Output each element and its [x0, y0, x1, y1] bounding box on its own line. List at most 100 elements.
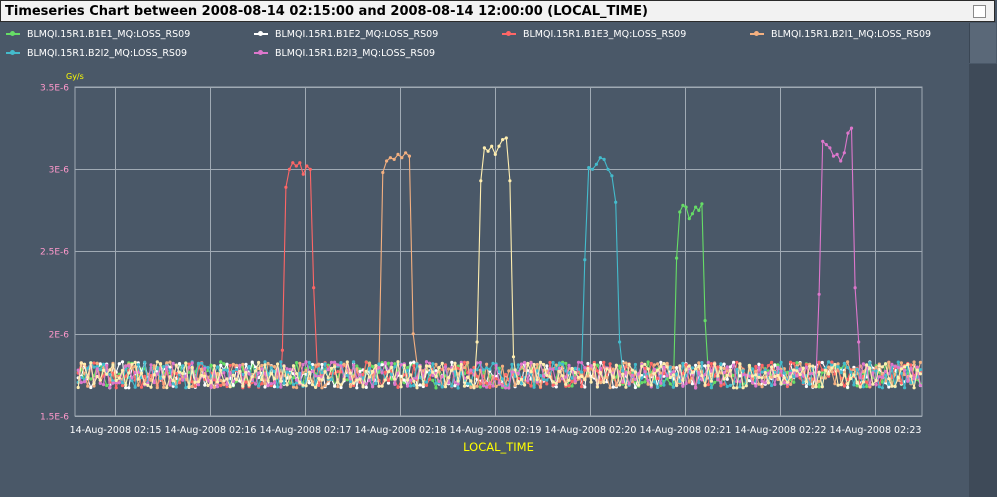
- data-point: [348, 377, 353, 381]
- data-point: [853, 286, 857, 290]
- data-point: [747, 363, 752, 368]
- data-point: [418, 365, 422, 369]
- data-point: [880, 386, 885, 390]
- data-point: [124, 386, 128, 390]
- data-point: [770, 360, 774, 364]
- data-point: [187, 362, 191, 366]
- data-point: [177, 362, 182, 366]
- data-point: [314, 363, 318, 367]
- data-point: [757, 366, 761, 370]
- data-point: [428, 371, 432, 375]
- data-point: [567, 363, 571, 367]
- data-point: [554, 367, 558, 371]
- legend-scrollbar[interactable]: [969, 23, 996, 63]
- data-point: [393, 377, 397, 381]
- data-point: [789, 382, 793, 386]
- data-point: [918, 372, 923, 376]
- data-point: [380, 363, 384, 367]
- data-point: [177, 381, 182, 385]
- data-point: [405, 378, 410, 382]
- data-point: [222, 379, 226, 383]
- data-point: [538, 385, 543, 389]
- data-point: [700, 202, 704, 206]
- data-point: [580, 361, 584, 365]
- data-point: [880, 372, 885, 376]
- data-point: [162, 375, 166, 379]
- data-point: [773, 374, 777, 379]
- data-point: [336, 363, 340, 367]
- data-point: [479, 179, 483, 183]
- data-point: [725, 384, 729, 389]
- data-point: [196, 380, 201, 384]
- data-point: [453, 384, 457, 388]
- data-point: [792, 361, 796, 366]
- data-point: [168, 368, 172, 372]
- data-point: [545, 364, 549, 368]
- data-point: [779, 369, 783, 373]
- data-point: [481, 384, 486, 388]
- data-point: [887, 360, 891, 364]
- data-point: [519, 377, 524, 381]
- data-point: [659, 381, 663, 385]
- data-point: [383, 378, 387, 382]
- data-point: [903, 386, 907, 390]
- data-point: [738, 374, 742, 378]
- data-point: [684, 205, 688, 209]
- data-point: [304, 384, 308, 388]
- data-point: [681, 378, 685, 382]
- data-point: [614, 363, 619, 367]
- data-point: [776, 373, 780, 378]
- data-point: [456, 366, 460, 370]
- data-point: [434, 369, 438, 373]
- data-point: [564, 361, 568, 365]
- data-point: [605, 375, 609, 379]
- data-point: [697, 364, 701, 369]
- data-point: [342, 362, 346, 366]
- data-point: [703, 364, 707, 368]
- data-point: [399, 385, 403, 389]
- data-point: [434, 381, 438, 385]
- data-point: [808, 382, 812, 386]
- data-point: [624, 370, 628, 374]
- data-point: [494, 384, 498, 388]
- data-point: [899, 367, 904, 371]
- data-point: [703, 383, 707, 387]
- data-point: [637, 383, 641, 387]
- window-control-box[interactable]: [973, 4, 986, 18]
- data-point: [842, 361, 847, 365]
- data-point: [516, 371, 520, 375]
- data-point: [858, 376, 862, 380]
- data-point: [646, 360, 650, 364]
- data-point: [656, 376, 660, 381]
- data-point: [257, 360, 261, 365]
- data-point: [181, 372, 185, 376]
- y-axis-unit: Gy/s: [66, 72, 84, 81]
- data-point: [424, 383, 429, 387]
- data-point: [903, 365, 907, 369]
- data-point: [279, 379, 283, 383]
- data-point: [190, 365, 194, 370]
- data-point: [238, 369, 242, 374]
- data-point: [475, 374, 479, 378]
- data-point: [551, 380, 555, 384]
- data-point: [741, 369, 745, 373]
- data-point: [280, 348, 284, 352]
- data-point: [554, 385, 558, 389]
- data-point: [412, 383, 416, 388]
- data-point: [485, 366, 489, 370]
- data-point: [713, 380, 717, 384]
- data-point: [868, 361, 872, 365]
- data-point: [174, 363, 178, 367]
- data-point: [381, 170, 385, 175]
- data-point: [874, 378, 878, 383]
- data-point: [225, 384, 229, 389]
- data-point: [92, 361, 96, 365]
- legend-swatch: [502, 29, 516, 39]
- data-point: [82, 371, 87, 376]
- data-point: [124, 383, 128, 387]
- data-point: [329, 377, 334, 381]
- legend-label: BLMQI.15R1.B2I3_MQ:LOSS_RS09: [275, 47, 436, 59]
- data-point: [377, 366, 381, 370]
- data-point: [830, 360, 834, 364]
- data-point: [298, 380, 302, 384]
